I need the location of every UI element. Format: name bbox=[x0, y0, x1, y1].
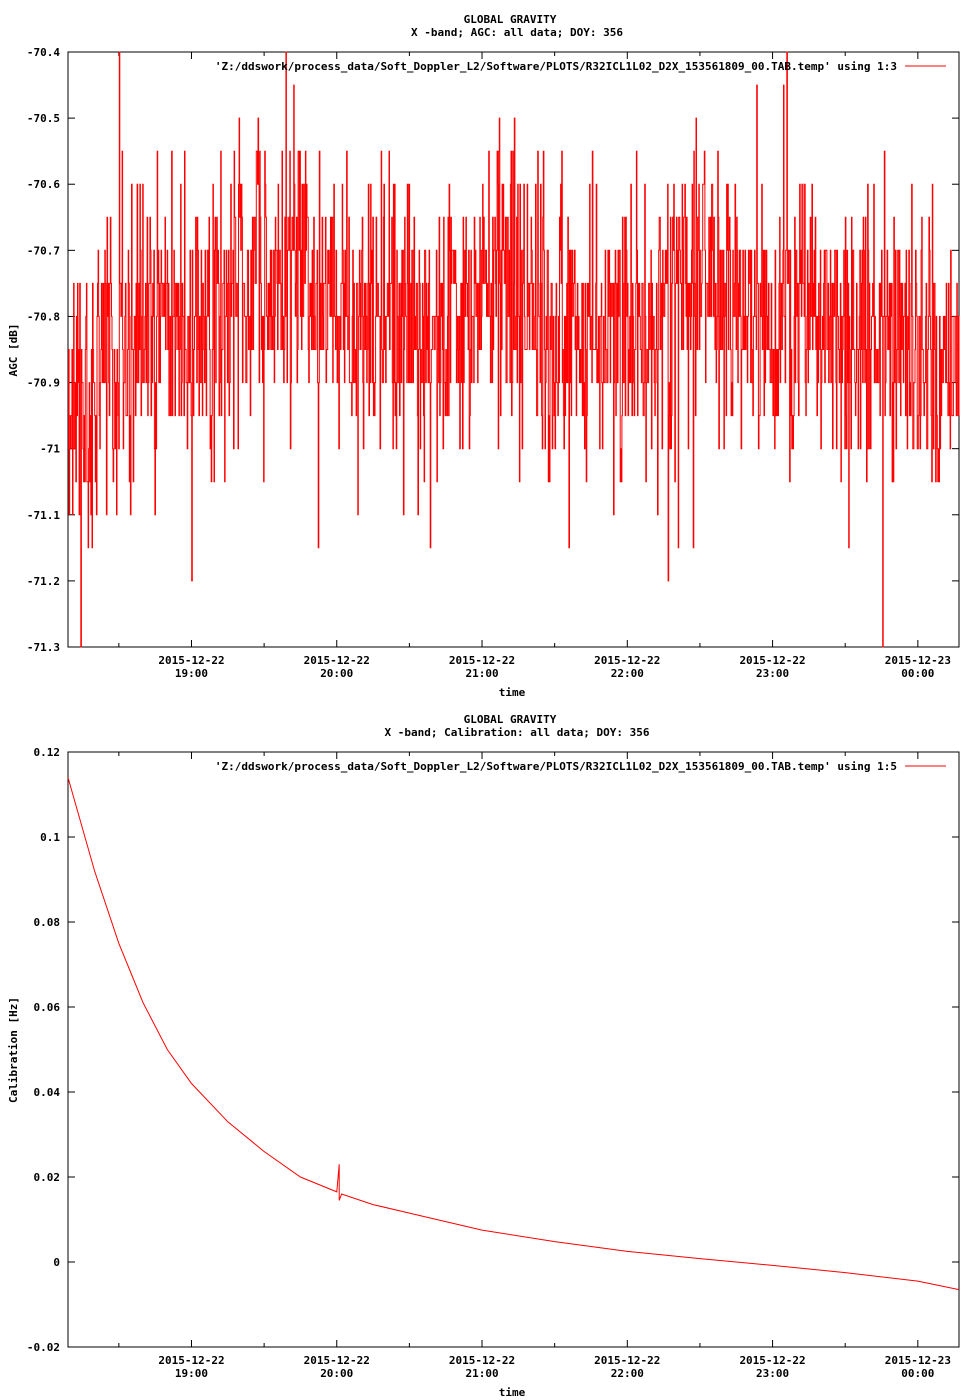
agc-x-tick-time: 23:00 bbox=[756, 667, 789, 680]
agc-x-tick-time: 22:00 bbox=[611, 667, 644, 680]
calibration-chart: GLOBAL GRAVITY X -band; Calibration: all… bbox=[7, 713, 960, 1399]
agc-y-tick-label: -71.1 bbox=[27, 509, 60, 522]
agc-y-tick-label: -70.8 bbox=[27, 310, 60, 323]
calibration-x-tick-time: 19:00 bbox=[175, 1367, 208, 1380]
calibration-chart-title: GLOBAL GRAVITY bbox=[464, 713, 557, 726]
agc-y-tick-label: -71.3 bbox=[27, 641, 60, 654]
calibration-plot-frame bbox=[67, 751, 960, 1348]
calibration-y-axis-label: Calibration [Hz] bbox=[7, 997, 20, 1103]
calibration-y-tick-label: 0.06 bbox=[34, 1001, 61, 1014]
calibration-x-tick-date: 2015-12-22 bbox=[594, 1354, 660, 1367]
calibration-y-tick-label: 0.12 bbox=[34, 746, 61, 759]
agc-chart-title: GLOBAL GRAVITY bbox=[464, 13, 557, 26]
calibration-legend-label: 'Z:/ddswork/process_data/Soft_Doppler_L2… bbox=[215, 760, 897, 773]
agc-x-tick-time: 21:00 bbox=[465, 667, 498, 680]
calibration-x-tick-time: 22:00 bbox=[611, 1367, 644, 1380]
calibration-y-tick-label: 0 bbox=[53, 1256, 60, 1269]
calibration-y-ticks: 0.12 0.1 0.08 0.06 0.04 0.02 0 -0.02 bbox=[27, 746, 959, 1354]
agc-y-tick-label: -70.9 bbox=[27, 377, 60, 390]
calibration-x-tick-time: 20:00 bbox=[320, 1367, 353, 1380]
agc-x-tick-time: 20:00 bbox=[320, 667, 353, 680]
agc-y-tick-label: -71.2 bbox=[27, 575, 60, 588]
calibration-y-tick-label: -0.02 bbox=[27, 1341, 60, 1354]
calibration-x-tick-time: 21:00 bbox=[465, 1367, 498, 1380]
agc-x-tick-date: 2015-12-22 bbox=[158, 654, 224, 667]
agc-x-tick-date: 2015-12-22 bbox=[304, 654, 370, 667]
calibration-series-line bbox=[67, 777, 960, 1291]
agc-y-tick-label: -70.6 bbox=[27, 178, 60, 191]
calibration-x-tick-date: 2015-12-22 bbox=[158, 1354, 224, 1367]
agc-x-tick-time: 00:00 bbox=[901, 667, 934, 680]
agc-y-axis-label: AGC [dB] bbox=[7, 324, 20, 377]
agc-series-line bbox=[68, 51, 960, 648]
calibration-x-tick-time: 00:00 bbox=[901, 1367, 934, 1380]
calibration-x-axis-label: time bbox=[499, 1386, 526, 1399]
agc-y-tick-label: -70.4 bbox=[27, 46, 60, 59]
agc-x-tick-time: 19:00 bbox=[175, 667, 208, 680]
calibration-x-ticks: 2015-12-2219:002015-12-2220:002015-12-22… bbox=[118, 752, 951, 1380]
calibration-y-tick-label: 0.08 bbox=[34, 916, 61, 929]
agc-x-tick-date: 2015-12-23 bbox=[885, 654, 951, 667]
agc-x-tick-date: 2015-12-22 bbox=[594, 654, 660, 667]
agc-chart: GLOBAL GRAVITY X -band; AGC: all data; D… bbox=[7, 13, 960, 699]
calibration-chart-subtitle: X -band; Calibration: all data; DOY: 356 bbox=[385, 726, 650, 739]
agc-x-ticks: 2015-12-2219:002015-12-2220:002015-12-22… bbox=[118, 52, 951, 680]
agc-x-tick-date: 2015-12-22 bbox=[739, 654, 805, 667]
agc-x-axis-label: time bbox=[499, 686, 526, 699]
agc-y-tick-label: -70.5 bbox=[27, 112, 60, 125]
calibration-y-tick-label: 0.04 bbox=[34, 1086, 61, 1099]
agc-legend-label: 'Z:/ddswork/process_data/Soft_Doppler_L2… bbox=[215, 60, 897, 73]
calibration-x-tick-date: 2015-12-22 bbox=[304, 1354, 370, 1367]
calibration-y-tick-label: 0.02 bbox=[34, 1171, 61, 1184]
agc-chart-subtitle: X -band; AGC: all data; DOY: 356 bbox=[411, 26, 623, 39]
agc-y-tick-label: -71 bbox=[40, 443, 60, 456]
agc-y-tick-label: -70.7 bbox=[27, 244, 60, 257]
calibration-x-tick-date: 2015-12-23 bbox=[885, 1354, 951, 1367]
calibration-x-tick-date: 2015-12-22 bbox=[739, 1354, 805, 1367]
calibration-x-tick-date: 2015-12-22 bbox=[449, 1354, 515, 1367]
calibration-x-tick-time: 23:00 bbox=[756, 1367, 789, 1380]
calibration-y-tick-label: 0.1 bbox=[40, 831, 60, 844]
agc-x-tick-date: 2015-12-22 bbox=[449, 654, 515, 667]
